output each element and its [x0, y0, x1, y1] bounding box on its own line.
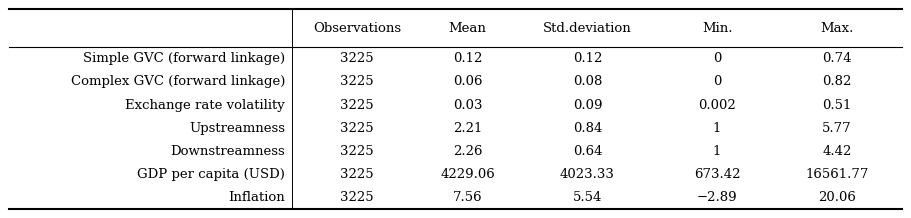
Text: 5.54: 5.54 [573, 191, 602, 204]
Text: 2.21: 2.21 [453, 122, 482, 135]
Text: 4023.33: 4023.33 [560, 168, 615, 181]
Text: Exchange rate volatility: Exchange rate volatility [126, 99, 285, 112]
Text: 0.64: 0.64 [573, 145, 602, 158]
Text: 0: 0 [713, 75, 722, 88]
Text: 1: 1 [713, 122, 722, 135]
Text: Downstreamness: Downstreamness [170, 145, 285, 158]
Text: Inflation: Inflation [229, 191, 285, 204]
Text: 4.42: 4.42 [823, 145, 852, 158]
Text: 2.26: 2.26 [453, 145, 482, 158]
Text: 0.84: 0.84 [573, 122, 602, 135]
Text: Mean: Mean [448, 22, 486, 35]
Text: Observations: Observations [313, 22, 401, 35]
Text: Simple GVC (forward linkage): Simple GVC (forward linkage) [83, 52, 285, 65]
Text: 3225: 3225 [341, 52, 374, 65]
Text: 3225: 3225 [341, 99, 374, 112]
Text: 1: 1 [713, 145, 722, 158]
Text: 4229.06: 4229.06 [440, 168, 495, 181]
Text: 7.56: 7.56 [453, 191, 482, 204]
Text: Std.deviation: Std.deviation [543, 22, 632, 35]
Text: 673.42: 673.42 [694, 168, 741, 181]
Text: 20.06: 20.06 [818, 191, 856, 204]
Text: 0.03: 0.03 [453, 99, 482, 112]
Text: 0.08: 0.08 [573, 75, 602, 88]
Text: 16561.77: 16561.77 [805, 168, 869, 181]
Text: Upstreamness: Upstreamness [189, 122, 285, 135]
Text: 5.77: 5.77 [823, 122, 852, 135]
Text: Complex GVC (forward linkage): Complex GVC (forward linkage) [71, 75, 285, 88]
Text: 0.82: 0.82 [823, 75, 852, 88]
Text: 0.12: 0.12 [573, 52, 602, 65]
Text: 0: 0 [713, 52, 722, 65]
Text: 3225: 3225 [341, 75, 374, 88]
Text: Max.: Max. [821, 22, 854, 35]
Text: 3225: 3225 [341, 191, 374, 204]
Text: 0.74: 0.74 [823, 52, 852, 65]
Text: −2.89: −2.89 [697, 191, 737, 204]
Text: 0.09: 0.09 [573, 99, 602, 112]
Text: 0.51: 0.51 [823, 99, 852, 112]
Text: 0.06: 0.06 [453, 75, 482, 88]
Text: 3225: 3225 [341, 168, 374, 181]
Text: GDP per capita (USD): GDP per capita (USD) [138, 168, 285, 181]
Text: 0.12: 0.12 [453, 52, 482, 65]
Text: 3225: 3225 [341, 145, 374, 158]
Text: 3225: 3225 [341, 122, 374, 135]
Text: Min.: Min. [701, 22, 732, 35]
Text: 0.002: 0.002 [698, 99, 736, 112]
